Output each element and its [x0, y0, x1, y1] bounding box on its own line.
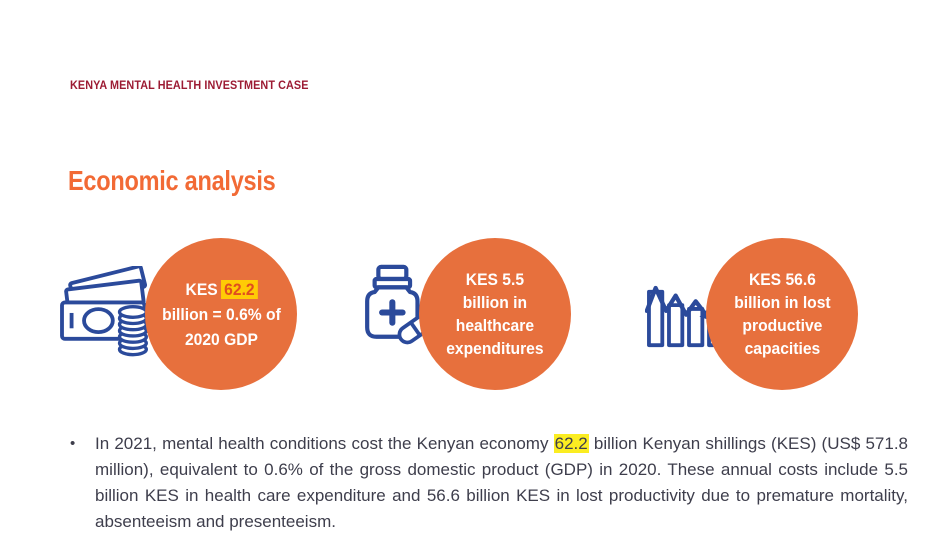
stat-line: billion in lost	[733, 293, 831, 312]
stat-line: capacities	[744, 339, 820, 358]
highlighted-figure: 62.2	[553, 434, 589, 453]
bullet-paragraph: • In 2021, mental health conditions cost…	[70, 431, 908, 535]
stat-bubble-healthcare-text: KES 5.5 billion in healthcare expenditur…	[446, 268, 543, 360]
banknotes-coins-icon	[60, 266, 149, 357]
report-header: KENYA MENTAL HEALTH INVESTMENT CASE	[70, 80, 309, 92]
bullet-marker: •	[70, 435, 76, 452]
highlighted-value: 62.2	[220, 279, 257, 299]
stat-bubble-gdp-cost: KES 62.2 billion = 0.6% of 2020 GDP	[145, 238, 297, 390]
stat-line: productive	[742, 316, 822, 335]
stat-bubble-productivity: KES 56.6 billion in lost productive capa…	[706, 238, 858, 390]
body-text-after: billion Kenyan shillings (KES) (US$ 571.…	[95, 434, 908, 531]
stat-line: billion = 0.6% of	[161, 304, 281, 324]
stat-line: 2020 GDP	[184, 329, 258, 349]
stat-line: KES 5.5	[465, 270, 525, 289]
body-text-before: In 2021, mental health conditions cost t…	[95, 434, 554, 453]
stat-line: healthcare	[455, 316, 535, 335]
stat-line: billion in	[462, 293, 528, 312]
stat-line: KES 62.2	[162, 277, 281, 302]
stat-line: expenditures	[446, 339, 544, 358]
body-text: In 2021, mental health conditions cost t…	[95, 431, 908, 535]
stat-bubble-gdp-text: KES 62.2 billion = 0.6% of 2020 GDP	[161, 277, 281, 352]
stat-line: KES 56.6	[748, 270, 816, 289]
stat-bubble-productivity-text: KES 56.6 billion in lost productive capa…	[734, 268, 830, 360]
stat-bubble-healthcare: KES 5.5 billion in healthcare expenditur…	[419, 238, 571, 390]
section-title: Economic analysis	[68, 165, 276, 196]
